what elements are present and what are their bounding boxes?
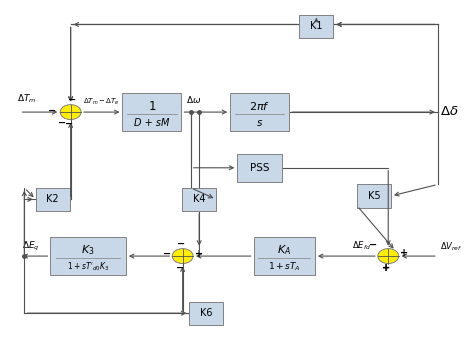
Text: D + sM: D + sM xyxy=(134,118,170,128)
Text: −: − xyxy=(369,239,377,250)
FancyBboxPatch shape xyxy=(357,184,391,208)
Text: −: − xyxy=(48,105,56,115)
Text: −: − xyxy=(64,119,73,129)
Text: +: + xyxy=(400,248,409,258)
Text: −: − xyxy=(163,249,171,259)
Text: $K_3$: $K_3$ xyxy=(82,243,95,257)
FancyBboxPatch shape xyxy=(122,93,182,131)
Text: $\Delta V_{ref}$: $\Delta V_{ref}$ xyxy=(440,240,463,253)
Text: $\Delta\delta$: $\Delta\delta$ xyxy=(440,105,459,118)
Text: +: + xyxy=(382,263,390,273)
FancyBboxPatch shape xyxy=(230,93,289,131)
FancyBboxPatch shape xyxy=(237,154,282,182)
Text: $\Delta\omega$: $\Delta\omega$ xyxy=(186,94,201,105)
Circle shape xyxy=(60,105,81,120)
Text: $\Delta T_m$: $\Delta T_m$ xyxy=(17,92,36,105)
Circle shape xyxy=(172,249,193,264)
Text: s: s xyxy=(257,118,263,128)
Text: $\Delta E_q$: $\Delta E_q$ xyxy=(22,240,40,253)
Text: 1: 1 xyxy=(148,100,155,113)
Text: +: + xyxy=(382,263,390,273)
FancyBboxPatch shape xyxy=(182,188,216,211)
Text: $1+sT'_{d0}K_3$: $1+sT'_{d0}K_3$ xyxy=(67,260,109,273)
Text: K5: K5 xyxy=(368,191,380,201)
Text: K4: K4 xyxy=(193,194,205,204)
Text: −: − xyxy=(176,263,184,273)
FancyBboxPatch shape xyxy=(50,237,126,275)
Text: PSS: PSS xyxy=(250,163,269,173)
Text: +: + xyxy=(195,249,203,259)
Text: $2\pi f$: $2\pi f$ xyxy=(249,100,270,112)
Circle shape xyxy=(378,249,399,264)
FancyBboxPatch shape xyxy=(254,237,315,275)
FancyBboxPatch shape xyxy=(36,188,70,211)
Text: −: − xyxy=(177,239,185,249)
Text: K1: K1 xyxy=(310,21,323,31)
FancyBboxPatch shape xyxy=(300,15,333,38)
FancyBboxPatch shape xyxy=(189,301,223,325)
Text: K6: K6 xyxy=(200,308,212,318)
Text: −: − xyxy=(68,95,77,105)
Text: $\Delta E_{fd}$: $\Delta E_{fd}$ xyxy=(352,240,371,252)
Text: $K_A$: $K_A$ xyxy=(277,243,292,257)
Text: −: − xyxy=(58,118,66,128)
Text: $\Delta T_m - \Delta T_e$: $\Delta T_m - \Delta T_e$ xyxy=(83,97,120,107)
Text: K2: K2 xyxy=(46,194,59,204)
Text: $1+sT_A$: $1+sT_A$ xyxy=(268,260,301,273)
